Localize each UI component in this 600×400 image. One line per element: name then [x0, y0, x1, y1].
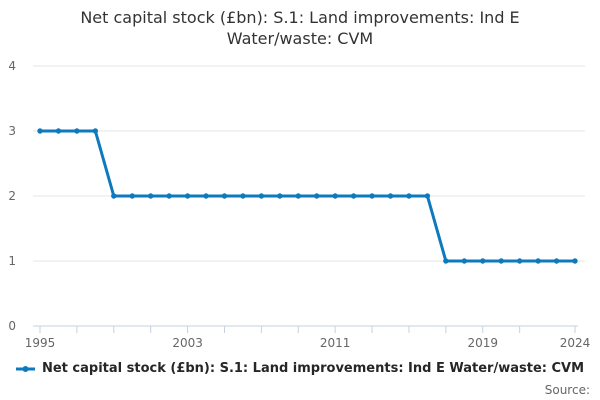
data-point[interactable]	[111, 193, 117, 199]
data-point[interactable]	[535, 258, 541, 264]
data-point[interactable]	[74, 128, 80, 134]
chart-title-line1: Net capital stock (£bn): S.1: Land impro…	[80, 8, 520, 27]
x-axis-label: 2024	[560, 336, 591, 350]
y-axis-label: 4	[8, 59, 16, 73]
data-point[interactable]	[461, 258, 468, 264]
data-point[interactable]	[37, 128, 43, 134]
legend-item[interactable]: Net capital stock (£bn): S.1: Land impro…	[0, 361, 600, 376]
data-point[interactable]	[314, 193, 320, 199]
x-axis-label: 2003	[172, 336, 203, 350]
x-axis-label: 2019	[467, 336, 498, 350]
y-axis-label: 2	[8, 189, 16, 203]
data-point[interactable]	[332, 193, 338, 199]
data-point[interactable]	[166, 193, 172, 199]
x-axis-label: 1995	[25, 336, 56, 350]
data-point[interactable]	[295, 193, 301, 199]
data-point[interactable]	[424, 193, 431, 199]
data-point[interactable]	[129, 193, 135, 199]
y-axis-label: 1	[8, 254, 16, 268]
data-point[interactable]	[553, 258, 560, 264]
data-point[interactable]	[203, 193, 209, 199]
data-point[interactable]	[443, 258, 449, 264]
source-label: Source:	[544, 383, 590, 397]
data-point[interactable]	[92, 128, 99, 134]
data-point[interactable]	[221, 193, 228, 199]
y-axis-label: 0	[8, 319, 16, 333]
data-point[interactable]	[498, 258, 504, 264]
chart-title: Net capital stock (£bn): S.1: Land impro…	[0, 7, 600, 49]
data-point[interactable]	[406, 193, 412, 199]
data-point[interactable]	[572, 258, 578, 264]
data-point[interactable]	[258, 193, 265, 199]
data-point[interactable]	[277, 193, 283, 199]
data-point[interactable]	[480, 258, 486, 264]
data-point[interactable]	[147, 193, 154, 199]
chart-title-line2: Water/waste: CVM	[226, 29, 374, 48]
legend-line-marker-icon	[15, 365, 35, 372]
y-axis-label: 3	[8, 124, 16, 138]
data-point[interactable]	[387, 193, 394, 199]
data-point[interactable]	[516, 258, 523, 264]
plot-area: 0 1 2 3 4 1995 2003 2011 2019 2024	[8, 59, 591, 350]
data-point[interactable]	[184, 193, 191, 199]
x-axis-label: 2011	[320, 336, 351, 350]
series-line[interactable]	[38, 129, 577, 263]
data-point[interactable]	[350, 193, 357, 199]
data-point[interactable]	[369, 193, 375, 199]
data-point[interactable]	[55, 128, 62, 134]
legend-label: Net capital stock (£bn): S.1: Land impro…	[41, 361, 585, 376]
data-point[interactable]	[240, 193, 246, 199]
